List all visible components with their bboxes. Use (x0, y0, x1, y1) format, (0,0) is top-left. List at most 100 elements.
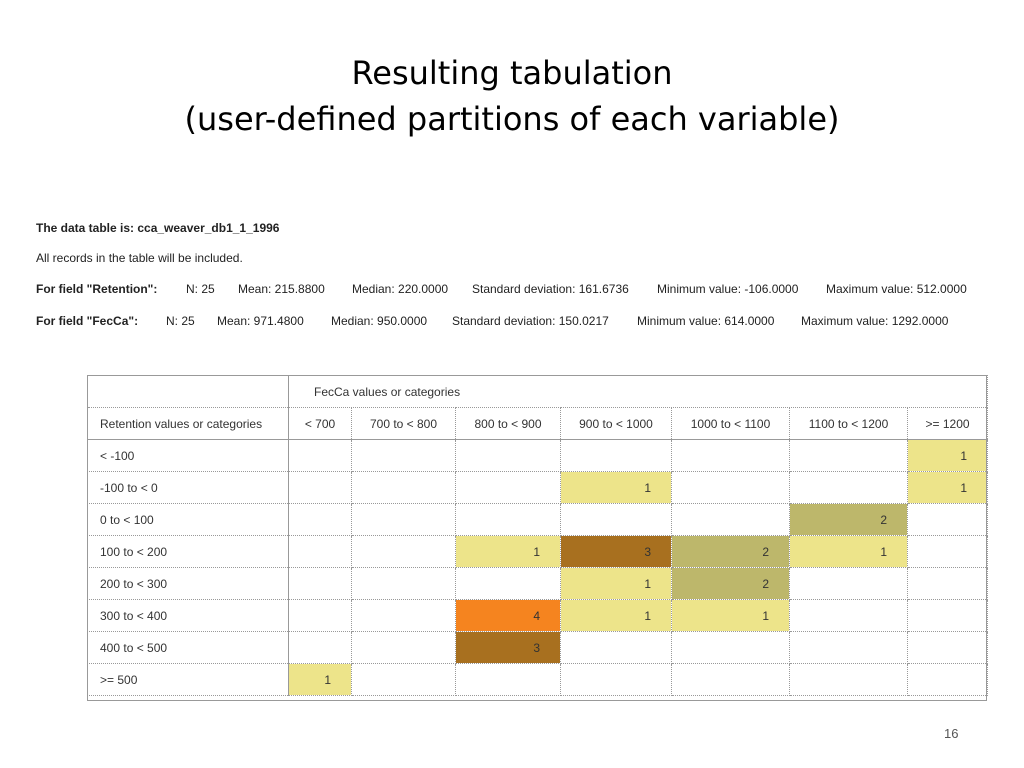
count-cell (906, 663, 989, 696)
count-cell: 2 (789, 503, 908, 536)
count-cell (906, 631, 989, 664)
count-cell (455, 439, 561, 472)
table-row: -100 to < 0 1 1 (87, 471, 989, 504)
count-cell: 4 (455, 599, 561, 632)
count-cell (560, 663, 672, 696)
count-cell (789, 663, 908, 696)
fecca-mean: Mean: 971.4800 (217, 314, 304, 328)
count-cell (671, 631, 790, 664)
retention-label: For field "Retention": (36, 282, 158, 296)
count-cell (455, 567, 561, 600)
count-cell: 1 (560, 599, 672, 632)
count-cell (560, 631, 672, 664)
count-cell (560, 439, 672, 472)
count-cell: 1 (560, 471, 672, 504)
count-cell (288, 631, 352, 664)
table-row: 300 to < 400 4 1 1 (87, 599, 989, 632)
count-cell: 1 (455, 535, 561, 568)
table-row: >= 500 1 (87, 663, 989, 696)
retention-stats: For field "Retention": N: 25 Mean: 215.8… (36, 282, 996, 298)
count-cell (351, 599, 456, 632)
count-cell (455, 663, 561, 696)
page-number: 16 (944, 726, 959, 741)
column-header-row: Retention values or categories < 700 700 t… (87, 407, 989, 440)
crosstab-table: FecCa values or categories Retention valu… (87, 375, 989, 696)
retention-sd: Standard deviation: 161.6736 (472, 282, 629, 296)
row-label: 0 to < 100 (87, 503, 289, 536)
count-cell: 1 (789, 535, 908, 568)
count-cell: 1 (671, 599, 790, 632)
retention-min: Minimum value: -106.0000 (657, 282, 799, 296)
count-cell (789, 439, 908, 472)
count-cell (351, 439, 456, 472)
fecca-label: For field "FecCa": (36, 314, 139, 328)
retention-mean: Mean: 215.8800 (238, 282, 325, 296)
fecca-sd: Standard deviation: 150.0217 (452, 314, 609, 328)
count-cell (288, 471, 352, 504)
data-table-label: The data table is: cca_weaver_db1_1_1996 (36, 221, 280, 235)
row-label: 300 to < 400 (87, 599, 289, 632)
row-label: < -100 (87, 439, 289, 472)
count-cell (351, 663, 456, 696)
count-cell (789, 471, 908, 504)
title-line-2: (user-defined partitions of each variabl… (184, 100, 840, 138)
fecca-stats: For field "FecCa": N: 25 Mean: 971.4800 … (36, 314, 996, 330)
records-note: All records in the table will be include… (36, 251, 243, 265)
table-row: 100 to < 200 1 3 2 1 (87, 535, 989, 568)
count-cell: 1 (288, 663, 352, 696)
column-header: 800 to < 900 (455, 407, 561, 440)
column-header: < 700 (288, 407, 352, 440)
row-group-label: Retention values or categories (87, 407, 289, 440)
count-cell (351, 535, 456, 568)
count-cell: 1 (906, 439, 989, 472)
count-cell: 2 (671, 535, 790, 568)
retention-n: N: 25 (186, 282, 215, 296)
count-cell (455, 503, 561, 536)
count-cell (351, 567, 456, 600)
count-cell (906, 567, 989, 600)
count-cell (351, 631, 456, 664)
count-cell (351, 471, 456, 504)
count-cell: 3 (560, 535, 672, 568)
retention-max: Maximum value: 512.0000 (826, 282, 967, 296)
count-cell (288, 599, 352, 632)
count-cell (351, 503, 456, 536)
count-cell (288, 439, 352, 472)
retention-median: Median: 220.0000 (352, 282, 449, 296)
table-row: 200 to < 300 1 2 (87, 567, 989, 600)
fecca-max: Maximum value: 1292.0000 (801, 314, 949, 328)
column-header: >= 1200 (906, 407, 989, 440)
row-label: 200 to < 300 (87, 567, 289, 600)
count-cell: 1 (560, 567, 672, 600)
table-row: 0 to < 100 2 (87, 503, 989, 536)
count-cell: 3 (455, 631, 561, 664)
count-cell (288, 567, 352, 600)
count-cell (671, 503, 790, 536)
corner-cell (87, 375, 289, 408)
title-line-1: Resulting tabulation (351, 54, 673, 92)
slide-title: Resulting tabulation (user-defined parti… (0, 50, 1024, 142)
count-cell (288, 503, 352, 536)
count-cell: 2 (671, 567, 790, 600)
column-header: 900 to < 1000 (560, 407, 672, 440)
count-cell (789, 631, 908, 664)
fecca-n: N: 25 (166, 314, 195, 328)
count-cell (906, 535, 989, 568)
count-cell (671, 439, 790, 472)
table-row: < -100 1 (87, 439, 989, 472)
fecca-median: Median: 950.0000 (331, 314, 428, 328)
count-cell (560, 503, 672, 536)
column-group-header-row: FecCa values or categories (87, 375, 989, 408)
column-header: 1100 to < 1200 (789, 407, 908, 440)
count-cell (789, 599, 908, 632)
count-cell (455, 471, 561, 504)
count-cell (906, 599, 989, 632)
column-header: 700 to < 800 (351, 407, 456, 440)
row-label: -100 to < 0 (87, 471, 289, 504)
count-cell (906, 503, 989, 536)
row-label: >= 500 (87, 663, 289, 696)
table-row: 400 to < 500 3 (87, 631, 989, 664)
column-header: 1000 to < 1100 (671, 407, 790, 440)
count-cell (671, 471, 790, 504)
count-cell (789, 567, 908, 600)
